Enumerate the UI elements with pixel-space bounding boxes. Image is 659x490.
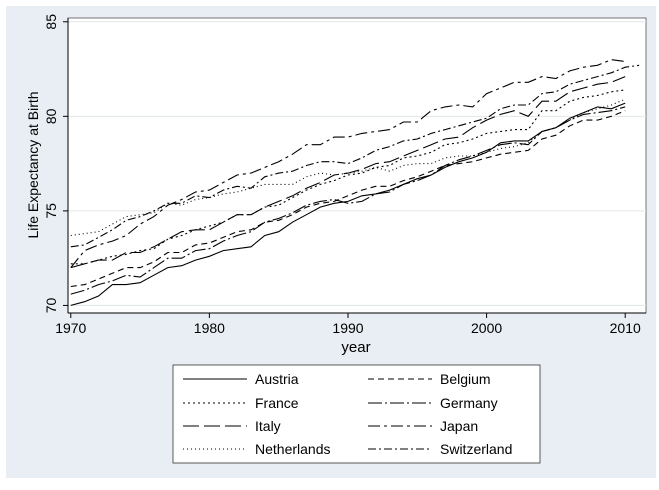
series-line-japan bbox=[70, 59, 626, 268]
x-tick-label: 2000 bbox=[471, 320, 502, 336]
series-line-france bbox=[70, 89, 626, 265]
y-tick-label: 85 bbox=[43, 14, 59, 30]
x-tick-label: 1980 bbox=[194, 320, 225, 336]
series-line-switzerland bbox=[70, 64, 640, 248]
legend-label-netherlands: Netherlands bbox=[255, 441, 331, 457]
legend-label-italy: Italy bbox=[255, 418, 281, 434]
series-line-belgium bbox=[70, 110, 626, 288]
legend-label-belgium: Belgium bbox=[440, 371, 491, 387]
series-line-italy bbox=[70, 76, 626, 269]
x-tick-label: 2010 bbox=[610, 320, 641, 336]
y-tick-label: 70 bbox=[43, 297, 59, 313]
legend-layer: Austria Belgium France Germany Italy Japan Net… bbox=[183, 371, 512, 457]
series-line-germany bbox=[70, 106, 626, 295]
legend-label-japan: Japan bbox=[440, 418, 478, 434]
x-axis-title: year bbox=[341, 339, 370, 356]
legend-label-france: France bbox=[255, 395, 299, 411]
x-tick-label: 1990 bbox=[332, 320, 363, 336]
legend-label-germany: Germany bbox=[440, 395, 498, 411]
series-layer bbox=[70, 59, 640, 306]
axes-layer: 70 75 80 85 1970 1980 1990 2000 2010 bbox=[43, 14, 646, 336]
legend-label-austria: Austria bbox=[255, 371, 299, 387]
legend-box bbox=[172, 364, 541, 464]
legend-label-switzerland: Switzerland bbox=[440, 441, 512, 457]
series-line-austria bbox=[70, 102, 626, 306]
plot-background bbox=[67, 17, 647, 314]
y-axis-title: Life Expectancy at Birth bbox=[25, 91, 41, 238]
y-tick-label: 80 bbox=[43, 108, 59, 124]
y-tick-label: 75 bbox=[43, 203, 59, 219]
grid-layer bbox=[68, 21, 646, 306]
x-tick-label: 1970 bbox=[55, 320, 86, 336]
